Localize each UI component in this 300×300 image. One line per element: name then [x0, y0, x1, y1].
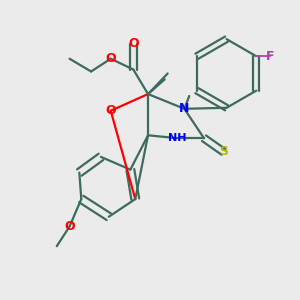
- Text: S: S: [219, 146, 228, 158]
- Text: O: O: [105, 104, 116, 117]
- Text: O: O: [64, 220, 75, 233]
- Text: F: F: [266, 50, 274, 63]
- Text: O: O: [105, 52, 116, 65]
- Text: O: O: [128, 38, 139, 50]
- Text: N: N: [179, 102, 190, 115]
- Text: NH: NH: [168, 133, 187, 143]
